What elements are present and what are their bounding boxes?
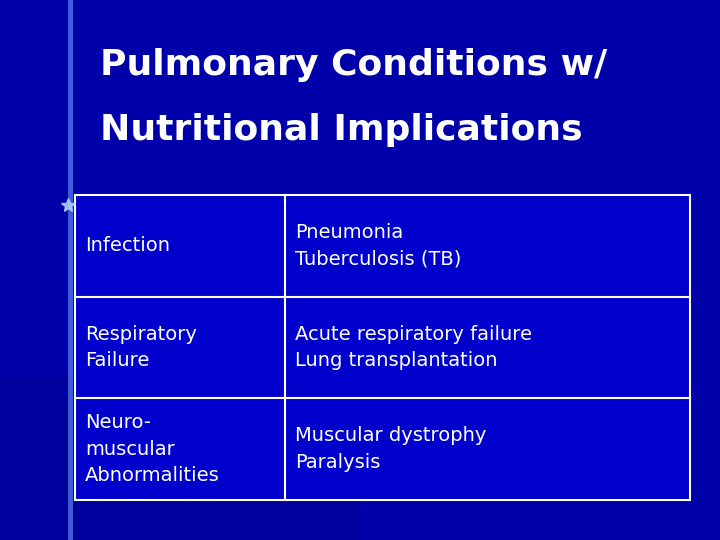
Text: Nutritional Implications: Nutritional Implications: [100, 113, 582, 147]
Text: Infection: Infection: [85, 237, 170, 255]
Text: Respiratory
Failure: Respiratory Failure: [85, 325, 197, 370]
Bar: [0, 378, 360, 540]
Text: Pulmonary Conditions w/: Pulmonary Conditions w/: [100, 48, 607, 82]
Bar: [68, 0, 73, 540]
Text: Pneumonia
Tuberculosis (TB): Pneumonia Tuberculosis (TB): [295, 223, 462, 268]
Text: Neuro-
muscular
Abnormalities: Neuro- muscular Abnormalities: [85, 413, 220, 485]
Text: Muscular dystrophy
Paralysis: Muscular dystrophy Paralysis: [295, 427, 487, 472]
Text: Acute respiratory failure
Lung transplantation: Acute respiratory failure Lung transplan…: [295, 325, 532, 370]
Bar: [75, 195, 690, 500]
